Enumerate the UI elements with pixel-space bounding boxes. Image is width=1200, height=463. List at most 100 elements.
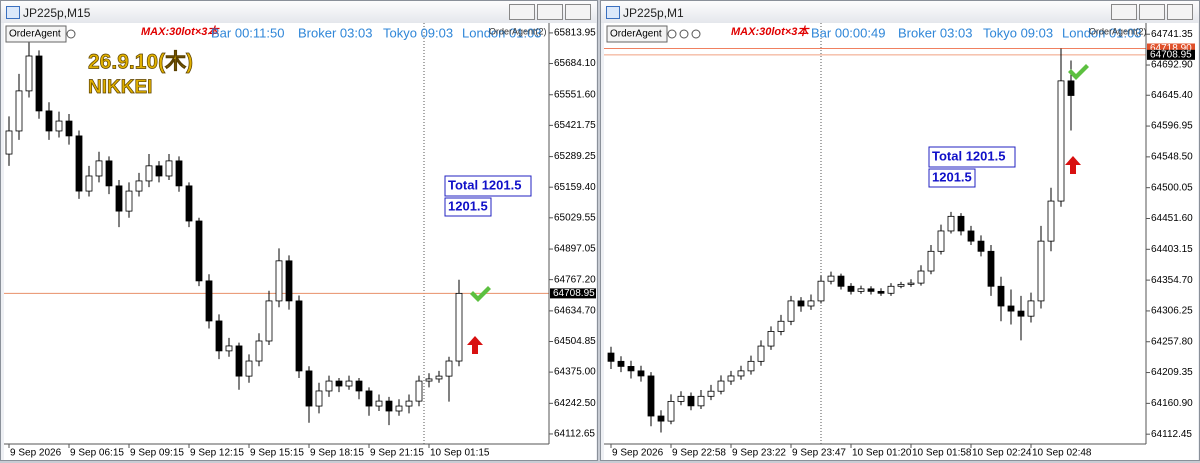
y-tick-label: 64634.70 xyxy=(554,306,596,317)
x-tick-label: 9 Sep 23:22 xyxy=(732,448,786,459)
x-tick-label: 9 Sep 2026 xyxy=(612,448,664,459)
candle-body xyxy=(265,300,273,342)
symbol-label: NIKKEI xyxy=(88,77,152,98)
candle-body xyxy=(707,390,715,397)
y-tick-label: 64897.05 xyxy=(554,244,596,255)
candle-body xyxy=(717,380,725,392)
date-label: 26.9.10(木) xyxy=(88,51,193,74)
ea-button[interactable] xyxy=(5,25,67,43)
y-tick-label: 64306.25 xyxy=(1151,306,1193,317)
close-button[interactable] xyxy=(565,4,591,20)
candle-body xyxy=(877,290,885,294)
candle-body xyxy=(747,360,755,372)
candle-body xyxy=(225,345,233,352)
max-note: MAX:30lot×3本 xyxy=(141,25,220,38)
y-tick-label: 64548.50 xyxy=(1151,152,1193,163)
x-tick-label: 10 Sep 01:20 xyxy=(852,448,912,459)
y-tick-label: 64257.80 xyxy=(1151,336,1193,347)
candle-body xyxy=(987,250,995,287)
candle-body xyxy=(797,300,805,307)
ea-button[interactable] xyxy=(606,25,668,43)
y-tick-label: 64596.95 xyxy=(1151,121,1193,132)
candle-body xyxy=(947,215,955,232)
icon xyxy=(679,29,689,39)
y-tick-label: 64354.70 xyxy=(1151,275,1193,286)
candle-body xyxy=(235,345,243,377)
title-bar: JP225p,M15 xyxy=(1,1,597,23)
price-label: 64708.95 xyxy=(1150,49,1192,60)
y-tick-label: 64767.20 xyxy=(554,274,596,285)
candle-body xyxy=(335,380,343,387)
candle-body xyxy=(817,280,825,302)
bar-timer: Bar 00:00:49 xyxy=(811,25,885,40)
candle-body xyxy=(185,185,193,222)
candle-body xyxy=(617,360,625,367)
london-time: London 01:03 xyxy=(1062,25,1142,40)
candle-body xyxy=(1047,200,1055,242)
candle-body xyxy=(295,300,303,372)
candle-body xyxy=(997,285,1005,307)
y-tick-label: 65289.25 xyxy=(554,151,596,162)
candle-body xyxy=(697,395,705,407)
candle-body xyxy=(647,375,655,417)
y-tick-label: 64504.85 xyxy=(554,336,596,347)
candle-body xyxy=(907,282,915,285)
restore-button[interactable] xyxy=(537,4,563,20)
check-icon xyxy=(1068,64,1089,80)
candle-body xyxy=(1027,300,1035,317)
y-tick-label: 65684.10 xyxy=(554,58,596,69)
candle-body xyxy=(125,190,133,212)
candle-body xyxy=(627,366,635,372)
broker-time: Broker 03:03 xyxy=(298,25,372,40)
candle-body xyxy=(807,300,815,307)
candle-body xyxy=(767,331,775,347)
candle-body xyxy=(1067,80,1075,96)
candle-body xyxy=(897,283,905,287)
candle-body xyxy=(687,395,695,407)
tokyo-time: Tokyo 09:03 xyxy=(383,25,453,40)
candle-body xyxy=(245,360,253,377)
candle-body xyxy=(837,275,845,287)
icon xyxy=(667,29,677,39)
icon xyxy=(66,29,76,39)
total-label: Total 1201.5 xyxy=(448,177,521,192)
y-tick-label: 65813.95 xyxy=(554,28,596,39)
x-tick-label: 9 Sep 12:15 xyxy=(190,448,244,459)
ea-label: OrderAgent(2) xyxy=(1089,26,1147,36)
candle-body xyxy=(405,400,413,407)
candle-body xyxy=(415,380,423,402)
x-tick-label: 10 Sep 01:15 xyxy=(430,448,490,459)
candle-body xyxy=(677,395,685,402)
total-value: 1201.5 xyxy=(448,198,488,213)
y-tick-label: 64692.90 xyxy=(1151,60,1193,71)
candle-body xyxy=(867,288,875,292)
chart-window: JP225p,M15 65813.95 65684.10 65551.60 65421… xyxy=(0,0,598,461)
x-tick-label: 10 Sep 02:48 xyxy=(1032,448,1092,459)
minimize-button[interactable] xyxy=(1111,4,1137,20)
candle-body xyxy=(1007,305,1015,312)
restore-button[interactable] xyxy=(1139,4,1165,20)
total-value-box xyxy=(928,168,976,188)
x-tick-label: 9 Sep 23:47 xyxy=(792,448,846,459)
candle-body xyxy=(967,230,975,242)
candle-body xyxy=(115,185,123,212)
y-tick-label: 64242.50 xyxy=(554,398,596,409)
total-box xyxy=(444,175,532,197)
candle-body xyxy=(787,300,795,322)
close-button[interactable] xyxy=(1167,4,1193,20)
y-tick-label: 64741.35 xyxy=(1151,29,1193,40)
minimize-button[interactable] xyxy=(509,4,535,20)
candle-body xyxy=(325,380,333,392)
candle-body xyxy=(345,380,353,387)
ea-button-label: OrderAgent xyxy=(9,29,61,40)
max-note: MAX:30lot×3本 xyxy=(731,25,810,38)
candle-body xyxy=(857,288,865,292)
window-title: JP225p,M1 xyxy=(623,6,684,20)
candle-body xyxy=(737,370,745,377)
x-tick-label: 9 Sep 2026 xyxy=(10,448,62,459)
title-bar: JP225p,M1 xyxy=(601,1,1199,23)
candle-body xyxy=(85,175,93,192)
icon xyxy=(691,29,701,39)
candle-body xyxy=(657,415,665,422)
candle-body xyxy=(355,380,363,392)
